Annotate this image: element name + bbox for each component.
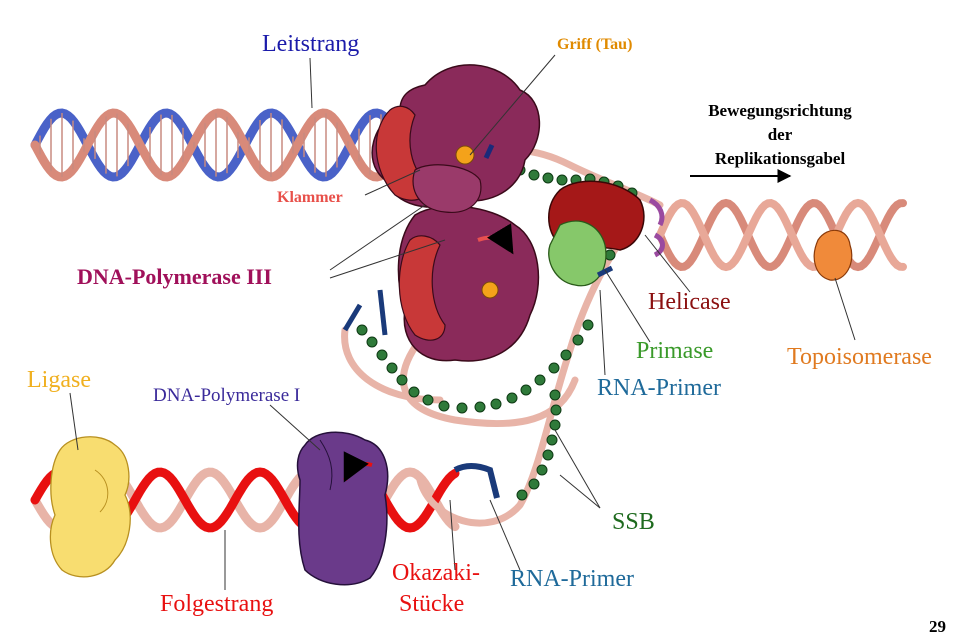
ssb-bead	[438, 400, 450, 412]
label-helicase: Helicase	[648, 289, 731, 315]
ssb-bead	[582, 319, 594, 331]
helicase-primase	[548, 180, 665, 287]
label-dna-polymerase-iii: DNA-Polymerase III	[77, 264, 272, 289]
page-number: 29	[929, 617, 946, 636]
ssb-bead	[534, 374, 546, 386]
ssb-bead	[528, 169, 540, 181]
ssb-bead	[542, 449, 554, 461]
ssb-bead	[366, 336, 378, 348]
label-leitstrang: Leitstrang	[262, 31, 360, 57]
label-okazaki-2: Stücke	[399, 591, 465, 617]
parental-dna-helix	[656, 198, 907, 272]
label-griff: Griff (Tau)	[557, 36, 633, 53]
ssb-bead	[356, 324, 368, 336]
lagging-loop-tail	[341, 326, 444, 404]
label-bewegung-1: Bewegungsrichtung	[708, 101, 852, 120]
dna-polymerase-i	[296, 431, 389, 586]
ssb-bead	[386, 362, 398, 374]
tau-grip	[455, 145, 475, 165]
dna-polymerase-iii	[371, 64, 541, 362]
ssb-bead	[506, 392, 518, 404]
leader-lines	[69, 54, 856, 590]
topoisomerase-shape	[813, 229, 853, 281]
ssb-bead	[408, 386, 420, 398]
rna-primer-loop-2	[377, 289, 388, 336]
ssb-bead	[556, 174, 568, 186]
ssb-bead	[572, 334, 584, 346]
ssb-bead	[536, 464, 548, 476]
ssb-bead	[520, 384, 532, 396]
ssb-bead	[542, 172, 554, 184]
ssb-bead	[490, 398, 502, 410]
label-klammer: Klammer	[277, 189, 343, 206]
ssb-bead	[474, 401, 486, 413]
label-primase: Primase	[636, 338, 714, 364]
ssb-bead	[516, 489, 528, 501]
label-okazaki-1: Okazaki-	[392, 560, 480, 586]
label-ssb: SSB	[612, 509, 655, 535]
leading-strand-helix	[30, 108, 400, 182]
label-rna-primer-top: RNA-Primer	[597, 375, 721, 401]
ssb-bead	[549, 389, 561, 401]
ssb-bead	[560, 349, 572, 361]
label-folgestrang: Folgestrang	[160, 591, 274, 617]
ssb-bead	[548, 362, 560, 374]
label-dna-polymerase-i: DNA-Polymerase I	[153, 385, 301, 406]
label-bewegung-3: Replikationsgabel	[714, 149, 846, 168]
label-topoisomerase: Topoisomerase	[787, 344, 932, 370]
rna-primer-bottom-segment	[453, 463, 500, 499]
ssb-bead	[376, 349, 388, 361]
ssb-bead	[549, 419, 561, 431]
rna-primer-loop	[342, 303, 363, 332]
clamp-bottom	[398, 235, 446, 341]
ssb-bead	[546, 434, 558, 446]
label-ligase: Ligase	[27, 367, 91, 393]
ssb-bead	[550, 404, 562, 416]
ssb-bead	[396, 374, 408, 386]
ligase-shape	[49, 436, 131, 578]
ssb-bead	[528, 478, 540, 490]
primase-shape	[548, 220, 607, 287]
ssb-bead	[456, 402, 468, 414]
label-bewegung-2: der	[767, 125, 793, 144]
label-rna-primer-bottom: RNA-Primer	[510, 566, 634, 592]
ssb-bead	[422, 394, 434, 406]
